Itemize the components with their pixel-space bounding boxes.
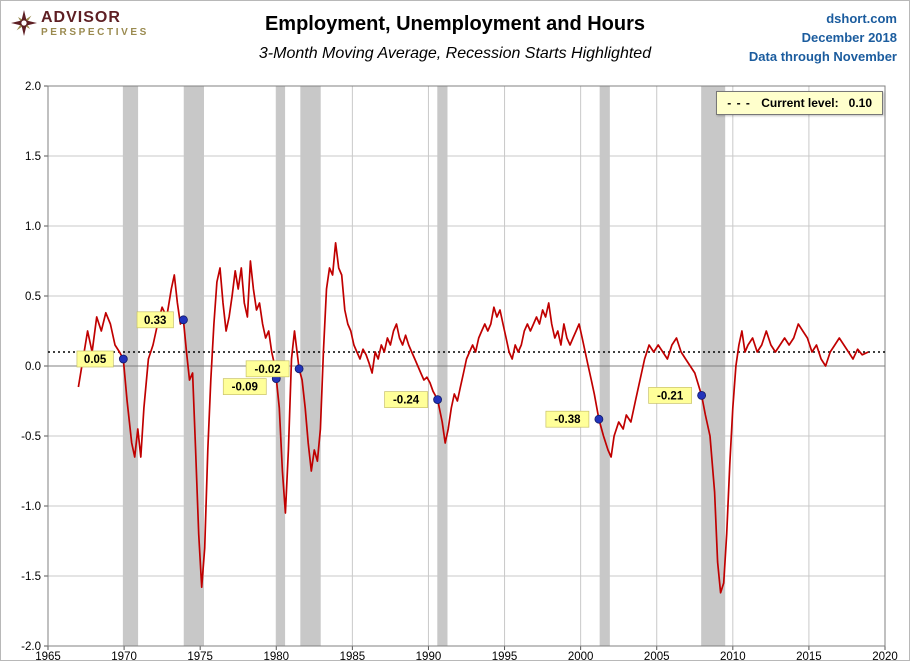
logo-text-perspectives: PERSPECTIVES (41, 27, 149, 38)
svg-text:2000: 2000 (568, 651, 594, 661)
svg-text:0.05: 0.05 (84, 354, 107, 366)
svg-text:2020: 2020 (872, 651, 898, 661)
logo-text-advisor: ADVISOR (41, 9, 121, 26)
svg-text:-0.38: -0.38 (554, 414, 581, 426)
legend-value: 0.10 (848, 96, 872, 110)
svg-text:1985: 1985 (340, 651, 366, 661)
svg-text:0.33: 0.33 (144, 315, 166, 327)
chart-subtitle: 3-Month Moving Average, Recession Starts… (258, 45, 652, 62)
svg-text:1970: 1970 (111, 651, 137, 661)
svg-text:2010: 2010 (720, 651, 746, 661)
svg-text:-0.24: -0.24 (393, 395, 420, 407)
svg-text:1995: 1995 (492, 651, 518, 661)
source-date: December 2018 (801, 29, 897, 45)
svg-text:1.5: 1.5 (25, 151, 41, 163)
svg-text:2005: 2005 (644, 651, 670, 661)
svg-text:1965: 1965 (35, 651, 61, 661)
svg-text:-0.21: -0.21 (657, 390, 684, 402)
compass-rose-icon (11, 10, 37, 41)
legend-label: Current level: (761, 96, 839, 110)
svg-text:-0.02: -0.02 (254, 364, 280, 376)
svg-text:-1.0: -1.0 (21, 501, 41, 513)
svg-text:0.0: 0.0 (25, 361, 41, 373)
legend-current-level: - - - Current level: 0.10 (716, 91, 883, 115)
svg-text:-2.0: -2.0 (21, 641, 41, 653)
svg-text:2015: 2015 (796, 651, 822, 661)
chart-title: Employment, Unemployment and Hours (264, 13, 646, 35)
dashed-line-symbol: - - - (727, 96, 751, 110)
source-site: dshort.com (826, 11, 897, 26)
svg-text:1.0: 1.0 (25, 221, 41, 233)
source-data-through: Data through November (748, 48, 897, 64)
svg-text:1990: 1990 (416, 651, 442, 661)
svg-text:-1.5: -1.5 (21, 571, 41, 583)
svg-text:1975: 1975 (187, 651, 213, 661)
svg-text:2.0: 2.0 (25, 81, 41, 93)
svg-text:-0.09: -0.09 (232, 382, 258, 394)
source-block: dshort.com December 2018 Data through No… (749, 10, 897, 67)
svg-text:1980: 1980 (263, 651, 289, 661)
svg-text:-0.5: -0.5 (21, 431, 41, 443)
svg-text:0.5: 0.5 (25, 291, 41, 303)
advisor-perspectives-logo: ADVISOR PERSPECTIVES (11, 10, 149, 41)
